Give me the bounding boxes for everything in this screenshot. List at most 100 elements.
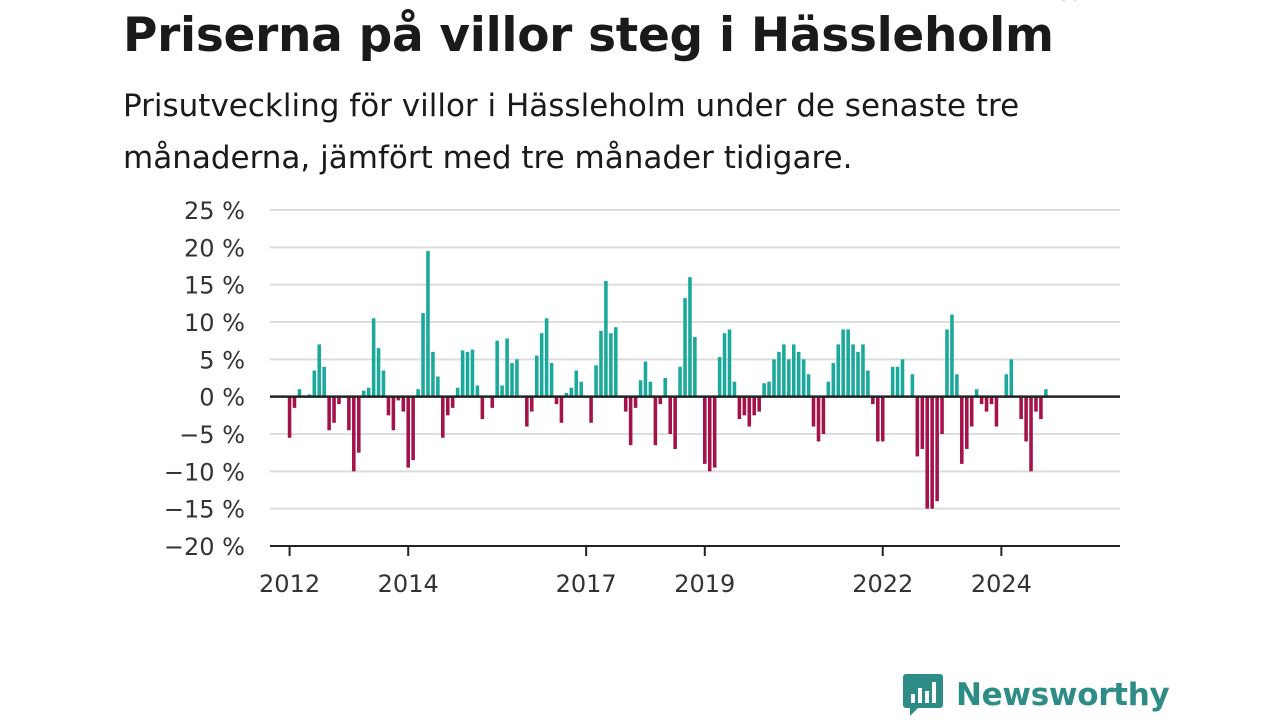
bar [648,381,653,397]
bar [361,390,366,397]
bar [480,396,485,420]
bar [287,396,292,438]
bar [495,340,499,397]
y-tick-label: −5 % [179,421,245,449]
bar [431,351,435,397]
bar [658,396,663,405]
axes [270,395,1120,547]
bar [357,396,361,453]
bar [950,314,954,397]
bar [614,327,618,397]
x-tick-label: 2022 [852,570,913,598]
bar [851,344,855,397]
bar [984,396,989,412]
bar [436,376,440,397]
bar [732,381,737,397]
bar [490,396,495,408]
x-tick-label: 2017 [556,570,617,598]
bar [791,344,796,397]
bar [366,387,371,397]
bar [292,396,297,408]
bar [925,396,929,509]
bar [965,396,969,449]
bar [846,329,850,397]
x-axis-tick-labels: 2012 2014 2017 2019 2022 2024 [259,546,1032,598]
bar [465,351,470,397]
bar [1039,396,1043,420]
bar [460,350,465,397]
x-tick-label: 2019 [674,570,735,598]
bar [969,396,974,427]
bar [703,396,707,464]
bar [554,396,559,405]
bar [861,344,865,397]
bar [589,396,593,423]
bar [876,396,880,442]
bar [604,280,608,397]
bar [836,344,841,397]
bar [678,366,682,397]
y-tick-label: −20 % [164,533,245,561]
bar [406,396,410,468]
bar [960,396,964,464]
bar [643,361,648,397]
bar [653,396,658,446]
y-tick-label: 0 % [199,384,245,412]
bar [322,366,326,397]
bar [416,389,420,397]
bar [1024,396,1028,442]
bar [297,389,302,397]
bar [796,351,801,397]
bar [806,374,811,397]
bar [895,366,900,397]
bar [974,389,979,397]
bar [371,318,376,397]
y-tick-label: −10 % [164,458,245,486]
bar [782,344,786,397]
bar [979,396,984,405]
bar [831,363,836,397]
bar [347,396,351,431]
bar [445,396,450,416]
y-tick-label: 25 % [184,197,245,225]
bar [989,396,994,405]
bar [1019,396,1023,420]
bar [549,363,554,397]
chart-title: Priserna på villor steg i Hässleholm [123,8,1054,63]
bar [609,333,613,397]
bar [411,396,415,461]
x-tick-label: 2024 [971,570,1032,598]
bar [1029,396,1033,472]
bar [856,351,860,397]
bar [841,329,845,397]
bar [352,396,356,472]
bar [1044,389,1048,397]
bar [623,396,628,412]
bar [910,374,915,397]
y-tick-label: 15 % [184,272,245,300]
bar [900,359,905,397]
bar [391,396,396,431]
bar [871,396,875,405]
y-tick-label: 5 % [199,346,245,374]
bar [559,396,564,423]
bar [450,396,455,408]
bar [510,363,514,397]
bar [668,396,672,434]
newsworthy-bar-chart-logo-icon [903,674,943,716]
bar [762,383,766,397]
bar [599,330,603,397]
bar [500,385,504,397]
bar [935,396,939,502]
bar [707,396,712,472]
bar [693,336,697,397]
bar [579,381,584,397]
bar [574,370,579,397]
x-tick-label: 2014 [378,570,439,598]
bar [737,396,742,420]
bar [727,329,732,397]
bar [312,370,317,397]
bar [628,396,633,446]
bar [717,357,722,397]
bar [747,396,752,427]
